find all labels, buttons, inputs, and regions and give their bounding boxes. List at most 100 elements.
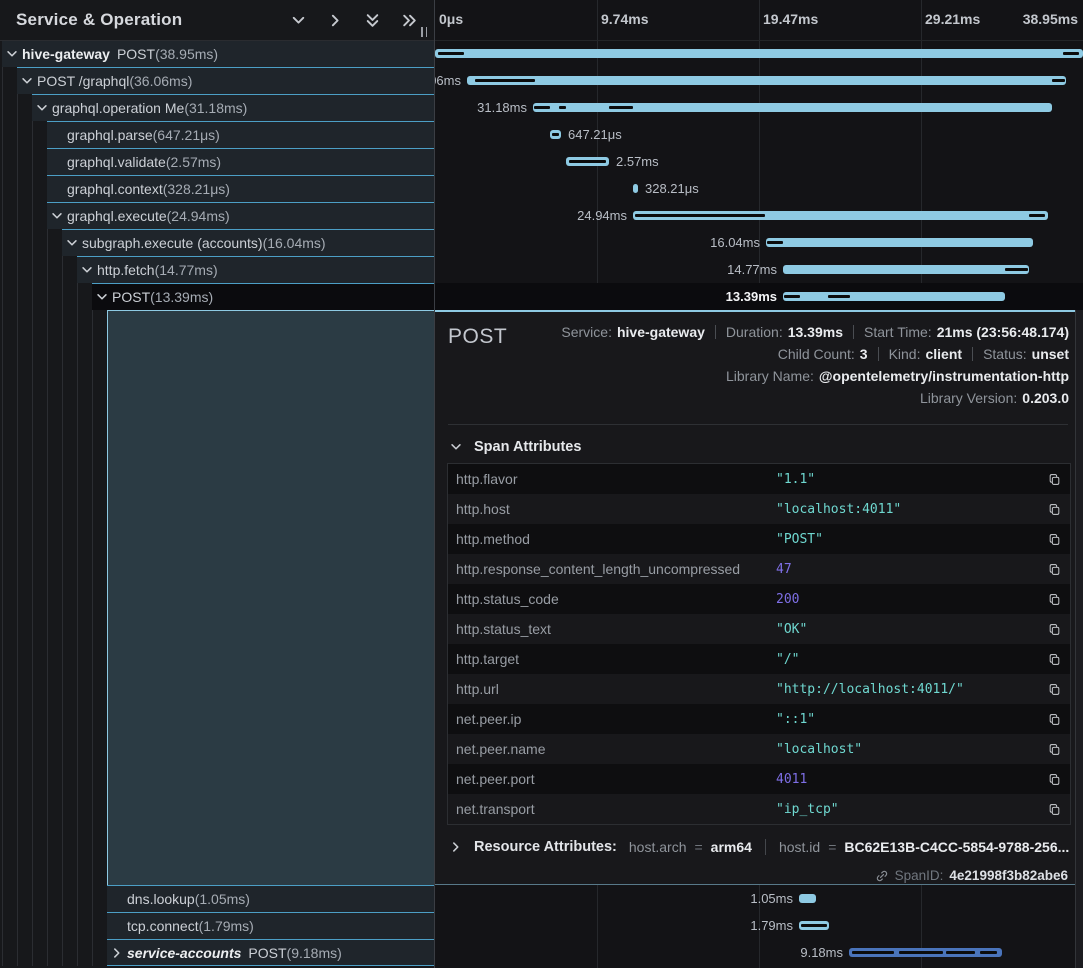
copy-icon[interactable]	[1048, 562, 1061, 577]
span-tree-row[interactable]: graphql.validate (2.57ms)	[0, 148, 434, 175]
link-icon[interactable]	[875, 869, 889, 883]
chevron-right-icon[interactable]	[327, 12, 344, 29]
span-tree-row[interactable]: graphql.operation Me (31.18ms)	[0, 94, 434, 121]
copy-icon[interactable]	[1048, 652, 1061, 667]
span-bar-row[interactable]: 16.04ms	[435, 229, 1083, 256]
chevron-right-icon[interactable]	[449, 840, 463, 854]
copy-icon[interactable]	[1048, 472, 1061, 487]
span-tree-row-content: service-accounts POST (9.18ms)	[107, 939, 434, 966]
chevron-down-icon[interactable]	[5, 47, 19, 61]
span-bar[interactable]	[633, 184, 638, 193]
span-tree-row[interactable]: subgraph.execute (accounts) (16.04ms)	[0, 229, 434, 256]
span-tree-row[interactable]: service-accounts POST (9.18ms)	[0, 939, 434, 966]
span-tree-row[interactable]: graphql.context (328.21μs)	[0, 175, 434, 202]
span-bar[interactable]	[467, 76, 1066, 85]
span-bar[interactable]	[550, 130, 561, 139]
meta-value: 13.39ms	[787, 324, 843, 340]
span-duration: (1.79ms)	[198, 918, 254, 934]
copy-icon[interactable]	[1048, 772, 1061, 787]
meta-value: hive-gateway	[616, 324, 705, 340]
span-tree-row-content: hive-gateway POST (38.95ms)	[2, 40, 434, 67]
bar-duration-label: 647.21μs	[568, 127, 622, 142]
attribute-key: net.peer.ip	[456, 711, 522, 727]
span-bar[interactable]	[799, 894, 816, 903]
span-bar-row[interactable]: 13.39ms	[435, 283, 1083, 310]
meta-value: client	[925, 346, 963, 362]
chevron-down-icon[interactable]	[65, 236, 79, 250]
bar-critical-path-mark	[569, 160, 606, 163]
span-bar[interactable]	[633, 211, 1048, 220]
span-bar-row[interactable]: 38.95ms	[435, 40, 1083, 67]
attribute-value: "localhost:4011"	[776, 501, 902, 517]
span-operation-name: graphql.context	[67, 181, 163, 197]
meta-value: 3	[859, 346, 868, 362]
span-bar-row[interactable]: 647.21μs	[435, 121, 1083, 148]
span-attributes-toggle[interactable]: Span Attributes	[449, 439, 581, 455]
span-bar-row[interactable]: 24.94ms	[435, 202, 1083, 229]
span-bar-row[interactable]: 14.77ms	[435, 256, 1083, 283]
copy-icon[interactable]	[1048, 502, 1061, 517]
indent-guide	[32, 40, 33, 966]
span-bar[interactable]	[435, 49, 1083, 58]
span-tree-row-content: subgraph.execute (accounts) (16.04ms)	[62, 229, 434, 256]
attribute-value: 200	[776, 591, 800, 607]
span-tree-row[interactable]: POST /graphql (36.06ms)	[0, 67, 434, 94]
resource-attributes-row[interactable]: Resource Attributes: host.arch = arm64 host.…	[449, 839, 1069, 855]
span-bar[interactable]	[783, 265, 1029, 274]
scrollbar[interactable]	[1075, 310, 1083, 968]
span-bar-row[interactable]: 2.57ms	[435, 148, 1083, 175]
chevron-down-icon[interactable]	[80, 263, 94, 277]
span-bar[interactable]	[849, 948, 1002, 957]
span-tree-row[interactable]: http.fetch (14.77ms)	[0, 256, 434, 283]
attribute-row: http.status_code 200	[448, 584, 1070, 614]
timeline-ruler[interactable]: 0μs 9.74ms 19.47ms 29.21ms 38.95ms	[435, 0, 1083, 41]
span-tree-row[interactable]: POST (13.39ms)	[0, 283, 434, 310]
copy-icon[interactable]	[1048, 622, 1061, 637]
span-tree-row[interactable]: hive-gateway POST (38.95ms)	[0, 40, 434, 67]
span-bar[interactable]	[566, 157, 609, 166]
span-operation-name: POST	[112, 289, 151, 305]
spacer	[50, 182, 64, 196]
span-bar[interactable]	[766, 238, 1033, 247]
span-bar-row[interactable]: 1.05ms	[435, 885, 1083, 912]
span-bar-row[interactable]: 328.21μs	[435, 175, 1083, 202]
copy-icon[interactable]	[1048, 682, 1061, 697]
copy-icon[interactable]	[1048, 742, 1061, 757]
ruler-tick-label: 9.74ms	[601, 11, 649, 27]
chevron-down-icon[interactable]	[35, 101, 49, 115]
copy-icon[interactable]	[1048, 802, 1061, 817]
span-bar-row[interactable]: 1.79ms	[435, 912, 1083, 939]
span-tree-row[interactable]: graphql.execute (24.94ms)	[0, 202, 434, 229]
span-bar[interactable]	[799, 921, 829, 930]
attribute-key: http.target	[456, 651, 520, 667]
span-duration: (31.18ms)	[184, 100, 248, 116]
chevron-down-icon[interactable]	[95, 290, 109, 304]
chevron-down-icon[interactable]	[290, 12, 307, 29]
copy-icon[interactable]	[1048, 712, 1061, 727]
double-chevron-right-icon[interactable]	[401, 12, 418, 29]
span-tree-row[interactable]: tcp.connect (1.79ms)	[0, 912, 434, 939]
bar-critical-path-mark	[980, 951, 997, 954]
chevron-down-icon[interactable]	[20, 74, 34, 88]
attribute-value: "::1"	[776, 711, 816, 727]
chevron-right-icon[interactable]	[110, 946, 124, 960]
span-bar-row[interactable]: 9.18ms	[435, 939, 1083, 966]
meta-separator	[972, 347, 974, 361]
span-bar[interactable]	[783, 292, 1005, 301]
chevron-down-icon[interactable]	[50, 209, 64, 223]
span-bar[interactable]	[533, 103, 1052, 112]
span-bar-row[interactable]: 36.06ms	[435, 67, 1083, 94]
span-tree-row[interactable]: graphql.parse (647.21μs)	[0, 121, 434, 148]
panel-resize-handle[interactable]	[421, 27, 427, 37]
copy-icon[interactable]	[1048, 532, 1061, 547]
bar-critical-path-mark	[946, 951, 975, 954]
span-tree-row[interactable]: dns.lookup (1.05ms)	[0, 885, 434, 912]
span-bar-row[interactable]: 31.18ms	[435, 94, 1083, 121]
span-tree-row-content: graphql.context (328.21μs)	[47, 175, 434, 202]
resource-key: host.id	[778, 839, 821, 855]
double-chevron-down-icon[interactable]	[364, 12, 381, 29]
span-operation-name: POST /graphql	[37, 73, 130, 89]
meta-label: Service:	[561, 324, 612, 340]
copy-icon[interactable]	[1048, 592, 1061, 607]
attribute-value: "http://localhost:4011/"	[776, 681, 964, 697]
